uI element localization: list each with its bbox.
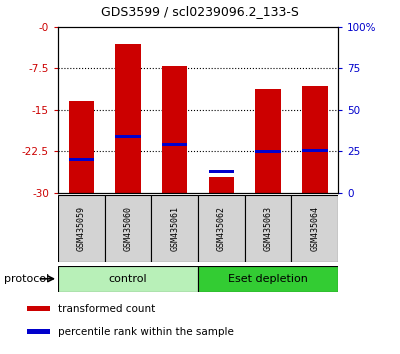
Bar [27, 330, 50, 333]
Bar [208, 177, 234, 193]
Bar [68, 158, 94, 161]
Bar [302, 86, 328, 193]
Bar [198, 195, 245, 262]
Text: GSM435059: GSM435059 [77, 206, 86, 251]
Bar [58, 266, 198, 292]
Bar [151, 195, 198, 262]
Bar [245, 195, 291, 262]
Bar [208, 170, 234, 173]
Text: protocol: protocol [4, 274, 49, 284]
Bar [162, 143, 188, 145]
Bar [115, 135, 141, 138]
Bar [105, 195, 151, 262]
Text: GDS3599 / scl0239096.2_133-S: GDS3599 / scl0239096.2_133-S [101, 5, 299, 18]
Text: percentile rank within the sample: percentile rank within the sample [58, 326, 234, 337]
Text: GSM435063: GSM435063 [264, 206, 272, 251]
Text: transformed count: transformed count [58, 303, 155, 314]
Bar [58, 195, 105, 262]
Bar [255, 150, 281, 153]
Bar [27, 307, 50, 310]
Bar [162, 67, 188, 193]
Text: control: control [109, 274, 147, 284]
Bar [68, 102, 94, 193]
Text: GSM435064: GSM435064 [310, 206, 319, 251]
Bar [255, 88, 281, 193]
Text: GSM435060: GSM435060 [124, 206, 132, 251]
Bar [302, 149, 328, 152]
Text: GSM435061: GSM435061 [170, 206, 179, 251]
Bar [291, 195, 338, 262]
Bar [198, 266, 338, 292]
Text: GSM435062: GSM435062 [217, 206, 226, 251]
Text: Eset depletion: Eset depletion [228, 274, 308, 284]
Bar [115, 44, 141, 193]
